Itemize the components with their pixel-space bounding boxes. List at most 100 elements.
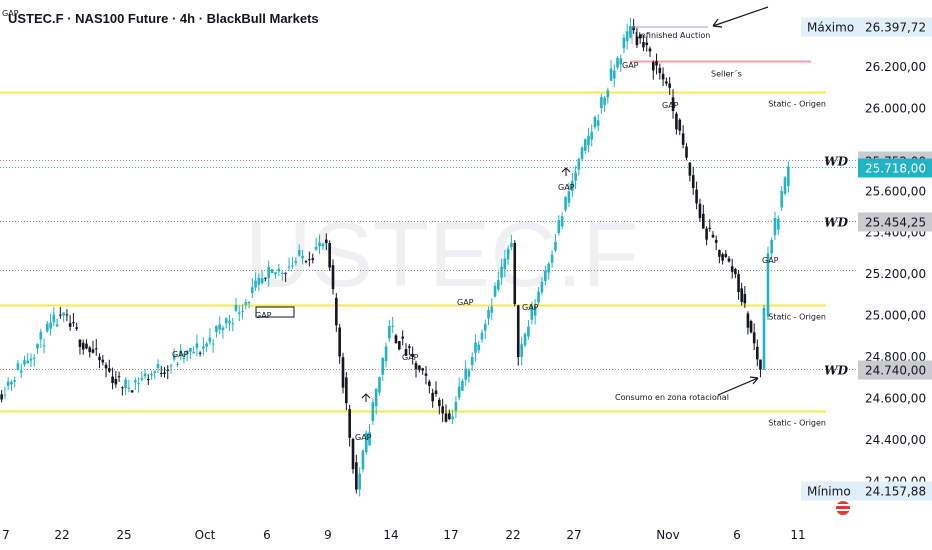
candle-body [130,390,134,393]
candle-body [169,365,173,367]
gap-label: GAP [622,61,639,70]
candle-body [749,321,753,333]
x-tick-label: 22 [505,528,520,542]
candle-body [612,70,616,79]
candle-body [211,343,215,345]
candle-body [527,326,530,337]
candle-body [338,327,341,357]
candle-body [780,191,783,208]
candle-body [150,373,153,376]
price-badge [858,158,932,178]
candle-body [121,387,124,389]
candle-body [587,135,590,146]
candle-body [467,370,471,377]
candle-body [404,349,408,356]
time-axis[interactable]: 7 22 25 Oct 6 9 14 17 22 27 Nov 6 11 [2,528,805,542]
candle-body [454,401,458,411]
candle-body [418,365,421,370]
candle-body [104,364,108,369]
symbol-watermark: USTEC.F [245,204,639,306]
candle-body [708,227,712,229]
candle-body [632,26,635,31]
extreme-badge [859,17,932,37]
candle-body [277,268,281,272]
candle-body [304,261,308,263]
candle-body [603,97,606,106]
candle-body [117,376,121,378]
candle-body [94,348,98,350]
candle-body [274,272,277,275]
candle-body [264,277,267,279]
candle-body [364,432,368,453]
wd-label: WD [824,364,848,378]
candle-body [176,363,179,365]
candle-body [91,349,95,353]
candle-body [740,288,743,302]
candle-body [72,322,75,324]
candle-body [777,218,780,230]
candle-body [746,313,750,328]
candle-body [391,325,394,327]
candle-body [311,258,315,260]
candle-body [438,399,441,406]
candle-body [724,253,728,257]
candle-body [490,306,494,313]
price-badge [858,360,932,380]
candle-body [394,335,398,344]
candle-body [714,239,718,243]
candle-body [625,31,629,42]
candle-body [294,261,298,263]
candle-body [580,147,584,160]
candle-body [10,381,13,385]
static-origin-label: Static - Origen [768,419,826,428]
candle-body [81,342,85,350]
candle-body [444,413,448,422]
candle-body [172,355,176,360]
candle-body [411,353,414,358]
candle-body [13,380,16,382]
candle-body [6,381,10,386]
candle-body [537,291,540,303]
candle-body [78,339,82,347]
candle-body [189,347,192,352]
candle-body [147,379,150,381]
extreme-value: 24.157,88 [865,485,926,499]
candle-body [335,297,338,326]
candle-body [374,388,378,407]
static-origin-label: Static - Origen [768,313,826,322]
candle-body [737,274,740,292]
candlestick-series [0,17,790,497]
static-origin-label: Static - Origen [768,100,826,109]
candle-body [474,342,477,353]
candle-body [134,380,137,383]
candle-body [513,243,517,305]
candle-body [503,258,507,269]
y-tick-label: 24.600,00 [865,391,926,405]
candle-body [355,462,358,490]
candle-body [205,343,208,347]
candle-body [328,243,331,268]
extreme-value: 26.397,72 [865,21,926,35]
candle-body [642,41,645,48]
candle-body [477,344,481,351]
candle-body [678,119,682,131]
candle-body [577,159,581,170]
candle-body [506,248,510,260]
x-tick-label: 22 [54,528,69,542]
y-tick-label: 24.800,00 [865,350,926,364]
candle-body [26,360,30,364]
candle-body [554,241,557,251]
y-tick-label: 25.600,00 [865,184,926,198]
gap-label: GAP [522,303,539,312]
candle-body [341,357,345,388]
candle-body [593,117,597,128]
x-tick-label: Nov [656,528,679,542]
price-axis[interactable]: 26.200,0026.000,0025.600,0025.400,0025.2… [801,17,932,501]
candle-body [101,359,105,363]
candle-body [325,239,328,244]
arrow-icon [717,376,759,396]
candle-body [668,83,671,88]
arrow-icon [712,6,769,28]
candle-body [671,97,675,111]
